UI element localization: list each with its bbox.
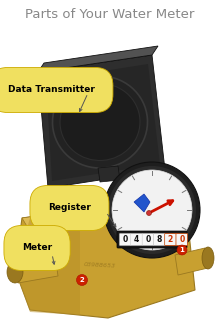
Text: 4: 4 xyxy=(134,235,139,244)
Text: 1: 1 xyxy=(180,247,184,253)
Text: Data Transmitter: Data Transmitter xyxy=(8,85,95,95)
Polygon shape xyxy=(134,194,150,212)
Ellipse shape xyxy=(60,83,140,160)
Circle shape xyxy=(147,211,152,215)
Text: 8: 8 xyxy=(156,235,162,244)
Circle shape xyxy=(77,274,88,286)
Polygon shape xyxy=(98,166,120,182)
FancyBboxPatch shape xyxy=(176,233,187,245)
Text: Register: Register xyxy=(48,203,91,213)
Polygon shape xyxy=(38,55,165,188)
Text: 2: 2 xyxy=(168,235,173,244)
Polygon shape xyxy=(15,218,80,315)
Polygon shape xyxy=(18,255,58,283)
Polygon shape xyxy=(175,248,208,275)
Text: 0: 0 xyxy=(179,235,184,244)
FancyBboxPatch shape xyxy=(153,233,165,245)
FancyBboxPatch shape xyxy=(117,231,187,248)
Circle shape xyxy=(108,166,196,254)
Circle shape xyxy=(112,170,192,250)
Text: 0: 0 xyxy=(145,235,150,244)
Polygon shape xyxy=(22,195,190,228)
FancyBboxPatch shape xyxy=(131,233,142,245)
Text: Meter: Meter xyxy=(22,244,52,253)
Polygon shape xyxy=(46,64,160,181)
FancyBboxPatch shape xyxy=(142,233,154,245)
Circle shape xyxy=(177,245,187,255)
Ellipse shape xyxy=(7,261,23,283)
Text: Parts of Your Water Meter: Parts of Your Water Meter xyxy=(25,7,195,21)
FancyBboxPatch shape xyxy=(119,233,131,245)
Text: 2: 2 xyxy=(80,277,84,283)
Text: 03988653: 03988653 xyxy=(84,262,116,269)
Ellipse shape xyxy=(202,247,214,269)
Circle shape xyxy=(104,162,200,258)
Ellipse shape xyxy=(53,76,147,168)
Polygon shape xyxy=(15,195,195,318)
Text: 0: 0 xyxy=(123,235,128,244)
FancyBboxPatch shape xyxy=(165,233,176,245)
Polygon shape xyxy=(38,46,158,72)
